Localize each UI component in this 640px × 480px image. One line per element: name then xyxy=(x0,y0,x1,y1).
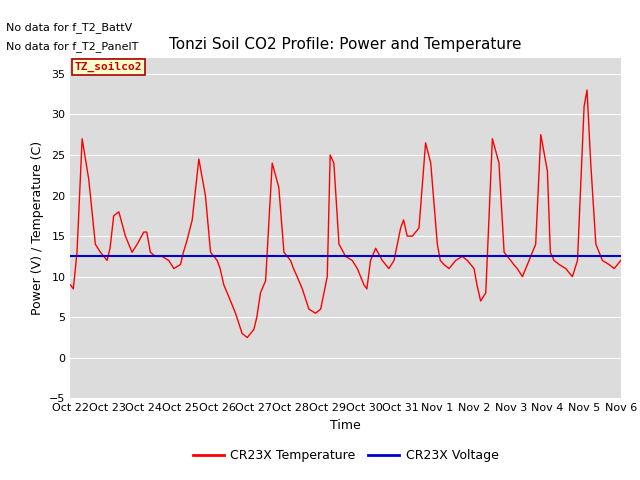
Title: Tonzi Soil CO2 Profile: Power and Temperature: Tonzi Soil CO2 Profile: Power and Temper… xyxy=(170,37,522,52)
CR23X Voltage xyxy=(589,253,597,259)
Y-axis label: Power (V) / Temperature (C): Power (V) / Temperature (C) xyxy=(31,141,44,315)
CR23X Voltage xyxy=(169,253,177,259)
CR23X Voltage xyxy=(617,253,625,259)
CR23X Temperature xyxy=(67,282,74,288)
CR23X Voltage xyxy=(213,253,221,259)
CR23X Temperature xyxy=(583,87,591,93)
CR23X Temperature xyxy=(617,258,625,264)
CR23X Voltage xyxy=(67,253,74,259)
CR23X Temperature xyxy=(547,250,554,255)
CR23X Temperature xyxy=(78,136,86,142)
Text: No data for f_T2_PanelT: No data for f_T2_PanelT xyxy=(6,41,139,52)
Text: TZ_soilco2: TZ_soilco2 xyxy=(75,62,142,72)
Line: CR23X Temperature: CR23X Temperature xyxy=(70,90,621,337)
X-axis label: Time: Time xyxy=(330,419,361,432)
CR23X Voltage xyxy=(89,253,97,259)
CR23X Temperature xyxy=(445,266,453,272)
CR23X Voltage xyxy=(100,253,108,259)
Text: No data for f_T2_BattV: No data for f_T2_BattV xyxy=(6,22,132,33)
CR23X Voltage xyxy=(570,253,578,259)
CR23X Temperature xyxy=(397,225,404,231)
Legend: CR23X Temperature, CR23X Voltage: CR23X Temperature, CR23X Voltage xyxy=(188,444,504,467)
CR23X Temperature xyxy=(427,160,435,166)
CR23X Temperature xyxy=(390,258,398,264)
CR23X Temperature xyxy=(243,335,251,340)
